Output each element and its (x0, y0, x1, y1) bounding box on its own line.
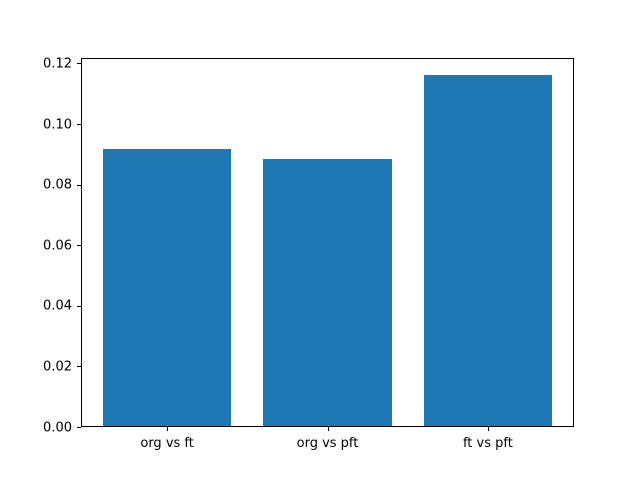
y-tick-label: 0.06 (43, 238, 72, 254)
bar-org-vs-ft (102, 148, 232, 426)
plot-area (81, 58, 574, 427)
y-tick-label: 0.04 (43, 298, 72, 314)
x-tick-label: org vs ft (140, 436, 194, 451)
x-tick-label: ft vs pft (462, 436, 513, 451)
y-tick-label: 0.00 (43, 420, 72, 435)
y-tick-mark (77, 245, 81, 247)
y-tick-mark (77, 305, 81, 307)
bar-ft-vs-pft (423, 74, 553, 426)
x-tick-mark (327, 427, 329, 431)
y-tick-mark (77, 427, 81, 428)
y-tick-label: 0.02 (43, 359, 72, 375)
y-tick-label: 0.08 (43, 177, 72, 193)
y-tick-label: 0.12 (43, 56, 72, 72)
y-tick-mark (77, 184, 81, 186)
y-tick-mark (77, 63, 81, 65)
x-tick-mark (487, 427, 489, 431)
bar-org-vs-pft (263, 159, 392, 426)
x-tick-mark (167, 427, 169, 431)
y-tick-mark (77, 366, 81, 368)
x-tick-label: org vs pft (296, 436, 359, 451)
y-tick-label: 0.10 (43, 117, 72, 133)
y-tick-mark (77, 124, 81, 126)
